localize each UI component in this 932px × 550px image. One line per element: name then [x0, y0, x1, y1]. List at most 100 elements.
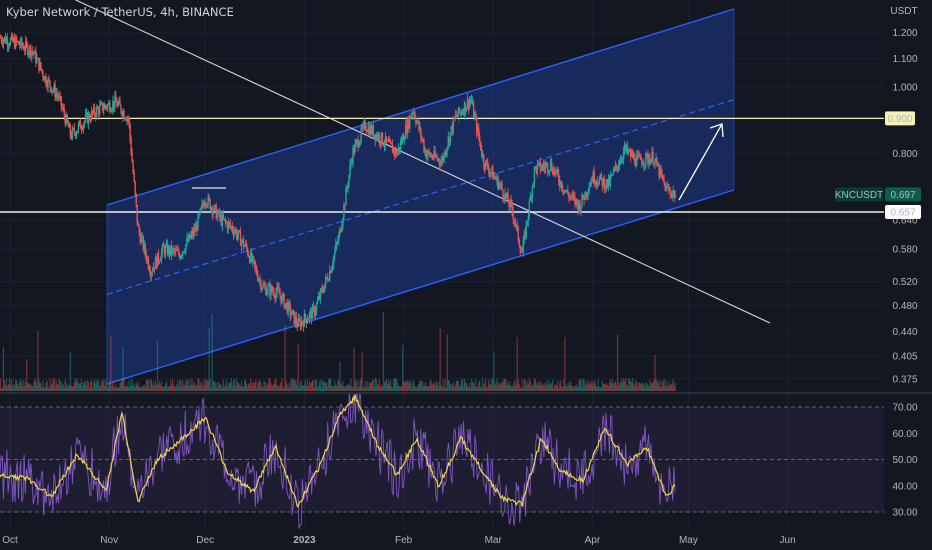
volume-bar	[575, 385, 577, 391]
volume-bar	[636, 381, 638, 391]
candle-body	[77, 124, 80, 131]
candle-body	[120, 105, 122, 113]
candle-body	[364, 121, 366, 130]
candle-body	[595, 181, 597, 185]
candle-body	[431, 155, 433, 158]
candle-body	[540, 168, 543, 171]
candle-body	[624, 144, 627, 151]
volume-bar	[607, 386, 609, 391]
candle-body	[172, 248, 175, 250]
candle-body	[259, 279, 261, 281]
candle-body	[371, 125, 373, 134]
candle-body	[590, 180, 592, 185]
volume-bar	[540, 381, 543, 391]
volume-bar	[582, 378, 584, 391]
candle-body	[67, 122, 69, 128]
volume-bar	[512, 385, 514, 391]
volume-bar	[458, 386, 461, 391]
candle-body	[307, 318, 310, 321]
volume-bar	[295, 384, 297, 391]
candle-body	[93, 107, 96, 115]
candle-body	[460, 111, 463, 114]
candle-body	[570, 196, 572, 198]
candle-body	[278, 288, 280, 294]
volume-bar	[134, 387, 136, 391]
candle-body	[353, 147, 355, 154]
volume-bar	[65, 382, 67, 391]
candle-body	[331, 267, 333, 273]
pane-separator[interactable]	[0, 392, 932, 394]
volume-bar	[145, 380, 147, 391]
volume-bar	[349, 385, 351, 391]
volume-bar	[285, 380, 287, 391]
volume-bar	[653, 379, 655, 391]
candle-body	[395, 149, 398, 156]
candle-body	[341, 225, 343, 232]
candle-body	[334, 251, 336, 256]
candle-body	[73, 128, 76, 133]
volume-bar	[409, 383, 411, 391]
volume-bar	[117, 387, 119, 391]
candle-body	[290, 314, 292, 316]
candle-body	[462, 111, 465, 115]
candle-body	[227, 222, 230, 230]
candle-body	[453, 117, 456, 119]
volume-bar	[52, 379, 54, 391]
volume-bar	[204, 384, 206, 391]
candle-body	[313, 307, 316, 316]
candle-body	[548, 170, 551, 172]
volume-bar	[103, 378, 105, 391]
volume-bar	[532, 385, 535, 391]
candle-body	[185, 244, 187, 252]
candle-body	[344, 204, 346, 206]
candle-body	[167, 246, 170, 255]
candle-body	[55, 93, 57, 98]
candle-body	[154, 257, 157, 270]
price-label-bg	[885, 187, 921, 202]
volume-bar	[146, 379, 148, 391]
volume-bar	[243, 387, 245, 391]
volume-bar	[141, 385, 143, 391]
volume-bar	[673, 386, 675, 391]
candle-body	[196, 225, 198, 231]
volume-bar	[290, 378, 292, 391]
time-tick: 2023	[293, 535, 316, 546]
volume-bar	[202, 387, 204, 391]
candle-body	[574, 196, 576, 204]
candle-body	[495, 177, 497, 180]
volume-bar	[510, 386, 512, 391]
candle-body	[649, 159, 651, 165]
candle-body	[123, 111, 125, 119]
candle-body	[628, 149, 631, 152]
volume-bar	[519, 387, 521, 391]
candle-body	[461, 111, 464, 114]
candle-body	[9, 38, 12, 45]
volume-bar	[584, 384, 586, 391]
volume-bar	[440, 385, 442, 391]
volume-bar	[576, 384, 578, 391]
candle-body	[342, 218, 344, 226]
time-tick: Oct	[2, 535, 18, 546]
candle-body	[427, 150, 429, 155]
candle-body	[286, 302, 288, 314]
candle-body	[399, 141, 402, 150]
volume-bar	[170, 380, 172, 391]
volume-bar	[556, 385, 558, 391]
volume-bar	[92, 387, 94, 391]
time-axis[interactable]: Oct Nov Dec 2023 Feb Mar Apr May Jun	[0, 530, 932, 550]
price-axis[interactable]: USDT 1.200 1.100 1.000 0.800 0.640 0.580 0.520 0…	[890, 6, 918, 385]
volume-bar	[380, 384, 383, 391]
candle-body	[510, 200, 512, 204]
volume-bar	[406, 381, 408, 391]
volume-bar	[371, 380, 373, 391]
candle-body	[488, 168, 490, 174]
volume-bar	[198, 379, 200, 391]
candle-body	[561, 181, 563, 190]
volume-bar	[42, 379, 44, 391]
volume-bar	[342, 381, 344, 391]
volume-bar	[201, 383, 203, 391]
rsi-axis[interactable]: 70.00 60.00 50.00 40.00 30.00	[892, 403, 917, 519]
candle-body	[333, 255, 335, 265]
volume-bar	[11, 386, 14, 391]
candle-body	[40, 62, 42, 70]
